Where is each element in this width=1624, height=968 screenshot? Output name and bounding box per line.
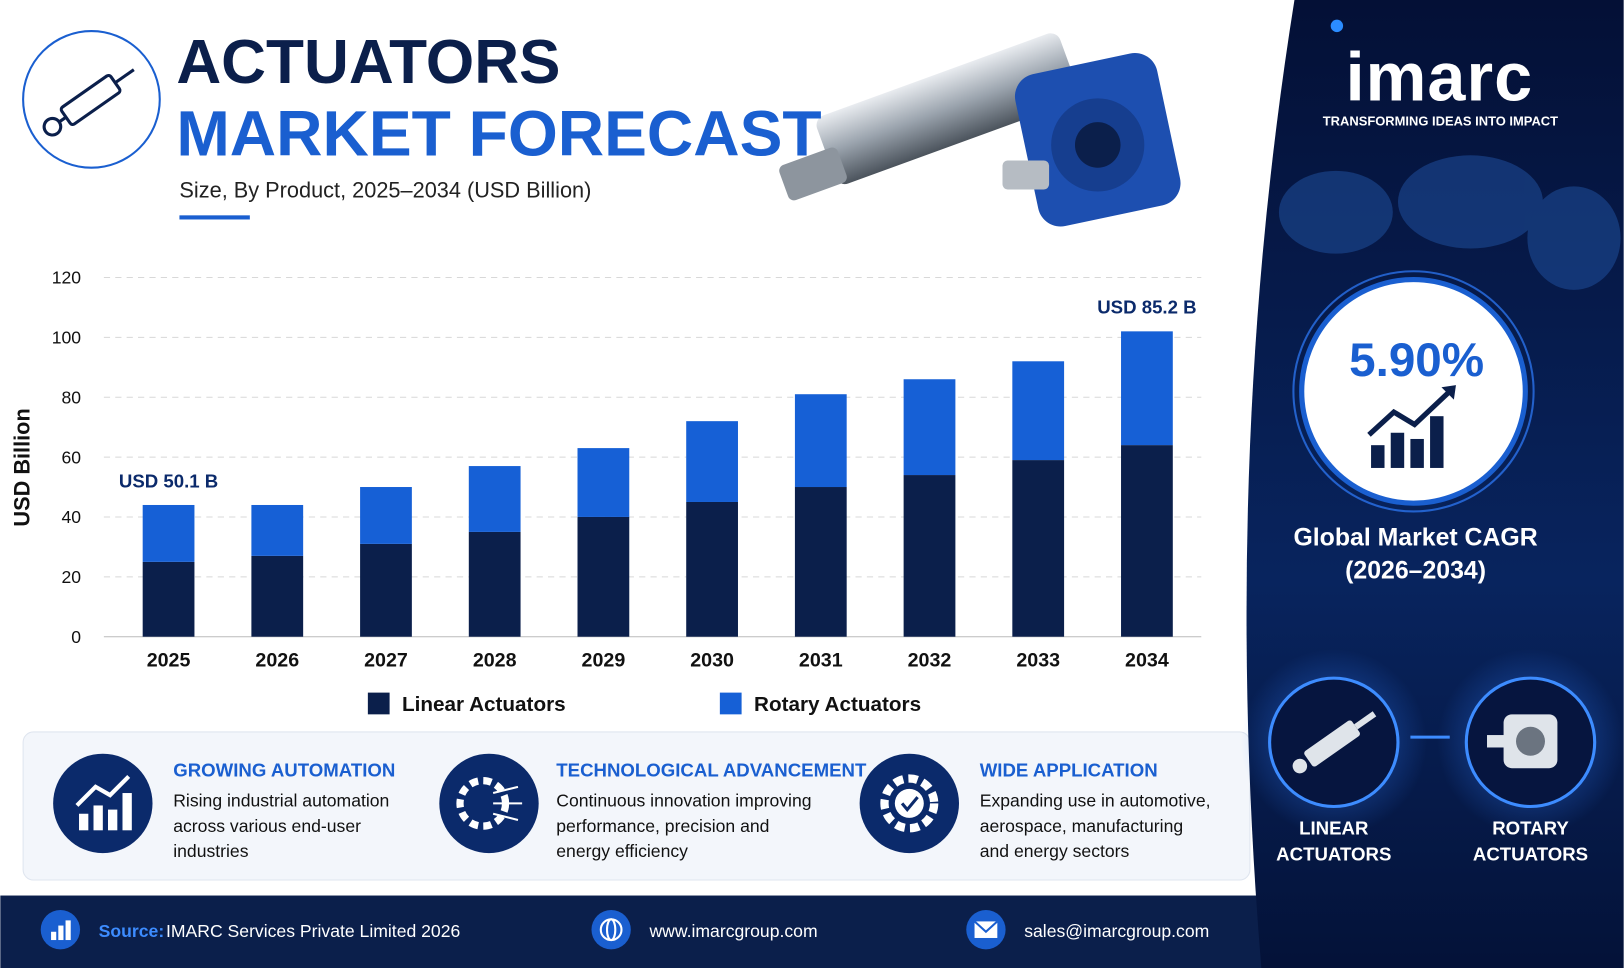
bar-segment (251, 504, 304, 556)
cagr-circle (1299, 276, 1528, 506)
x-tick-label: 2031 (799, 650, 843, 672)
bar-segment (794, 487, 847, 637)
cagr-icon (1367, 385, 1456, 468)
y-axis-label: USD Billion (9, 408, 34, 526)
bar-segment (468, 531, 521, 637)
feature-text: performance, precision and (556, 816, 769, 836)
footer-icons (40, 910, 1006, 950)
feature-text: Rising industrial automation (173, 790, 389, 810)
email: sales@imarcgroup.com (1024, 921, 1209, 941)
y-tick-label: 120 (52, 268, 82, 288)
brand-dot (1330, 19, 1344, 33)
annotation: USD 50.1 B (119, 470, 218, 491)
chart-subtitle: Size, By Product, 2025–2034 (USD Billion… (179, 178, 591, 203)
bar-segment (577, 448, 630, 517)
bar-segment (1121, 445, 1173, 637)
x-tick-label: 2034 (1125, 650, 1169, 672)
feature-title: WIDE APPLICATION (980, 759, 1158, 780)
bar-segment (903, 475, 956, 637)
legend-label: Linear Actuators (402, 693, 566, 716)
feature-title: TECHNOLOGICAL ADVANCEMENT (556, 759, 867, 780)
x-tick-label: 2027 (364, 650, 408, 672)
brand-tagline: TRANSFORMING IDEAS INTO IMPACT (1323, 113, 1558, 128)
feature-text: aerospace, manufacturing (980, 816, 1183, 836)
product-label: ACTUATORS (1276, 843, 1391, 864)
legend-swatch (719, 692, 742, 715)
annotation: USD 85.2 B (1097, 297, 1196, 318)
bar-segment (142, 504, 195, 562)
feature-text: and energy sectors (980, 841, 1130, 861)
cagr-period: (2026–2034) (1345, 558, 1486, 585)
y-tick-label: 80 (62, 387, 82, 407)
world-map (1278, 155, 1621, 290)
feature-text: across various end-user (173, 816, 361, 836)
bar-segment (1012, 361, 1065, 461)
title-icon-ring (22, 30, 161, 169)
bar-segment (360, 487, 412, 544)
feature-text: Expanding use in automotive, (980, 790, 1211, 810)
feature-text: industries (173, 841, 249, 861)
bar-segment (686, 501, 738, 637)
y-tick-label: 0 (71, 627, 81, 647)
product-label: ROTARY (1492, 817, 1569, 838)
feature-title: GROWING AUTOMATION (173, 759, 395, 780)
bar-segment (468, 466, 521, 532)
chart-title: ACTUATORS (176, 28, 560, 97)
y-tick-label: 100 (52, 328, 82, 348)
bar-segment (1121, 331, 1173, 446)
feature-text: energy efficiency (556, 841, 688, 861)
y-tick-label: 40 (62, 507, 82, 527)
cagr-value: 5.90% (1349, 334, 1484, 387)
source-text: IMARC Services Private Limited 2026 (166, 921, 461, 941)
bar-segment (142, 561, 195, 637)
linear-icon (1292, 711, 1377, 774)
x-tick-label: 2032 (908, 650, 952, 672)
feature-text: Continuous innovation improving (556, 790, 811, 810)
rotary-icon (1487, 714, 1558, 769)
bar-segment (686, 421, 738, 502)
y-tick-label: 20 (62, 567, 82, 587)
title-underline (179, 215, 250, 220)
title-icon (42, 68, 135, 137)
x-tick-label: 2030 (690, 650, 734, 672)
bar-segment (577, 516, 630, 637)
x-tick-label: 2028 (473, 650, 517, 672)
legend-swatch (367, 692, 390, 715)
footer-band (0, 895, 1285, 968)
website: www.imarcgroup.com (648, 921, 817, 941)
x-tick-label: 2033 (1016, 650, 1060, 672)
x-tick-label: 2025 (147, 650, 191, 672)
product-label: LINEAR (1299, 817, 1369, 838)
feature-icons (53, 753, 960, 854)
legend-label: Rotary Actuators (754, 693, 921, 716)
bar-segment (794, 394, 847, 488)
bar-segment (251, 555, 304, 637)
y-tick-label: 60 (62, 447, 82, 467)
cagr-label: Global Market CAGR (1293, 525, 1537, 552)
bar-segment (360, 543, 412, 637)
source-label: Source: (99, 921, 165, 941)
cagr-outer-ring (1292, 270, 1535, 513)
bar-segment (903, 379, 956, 476)
x-tick-label: 2026 (255, 650, 299, 672)
bar-segment (1012, 460, 1065, 637)
product-image (779, 33, 1181, 227)
brand-name: imarc (1346, 39, 1533, 115)
product-label: ACTUATORS (1473, 843, 1588, 864)
x-tick-label: 2029 (582, 650, 626, 672)
chart-title: MARKET FORECAST (176, 97, 821, 169)
